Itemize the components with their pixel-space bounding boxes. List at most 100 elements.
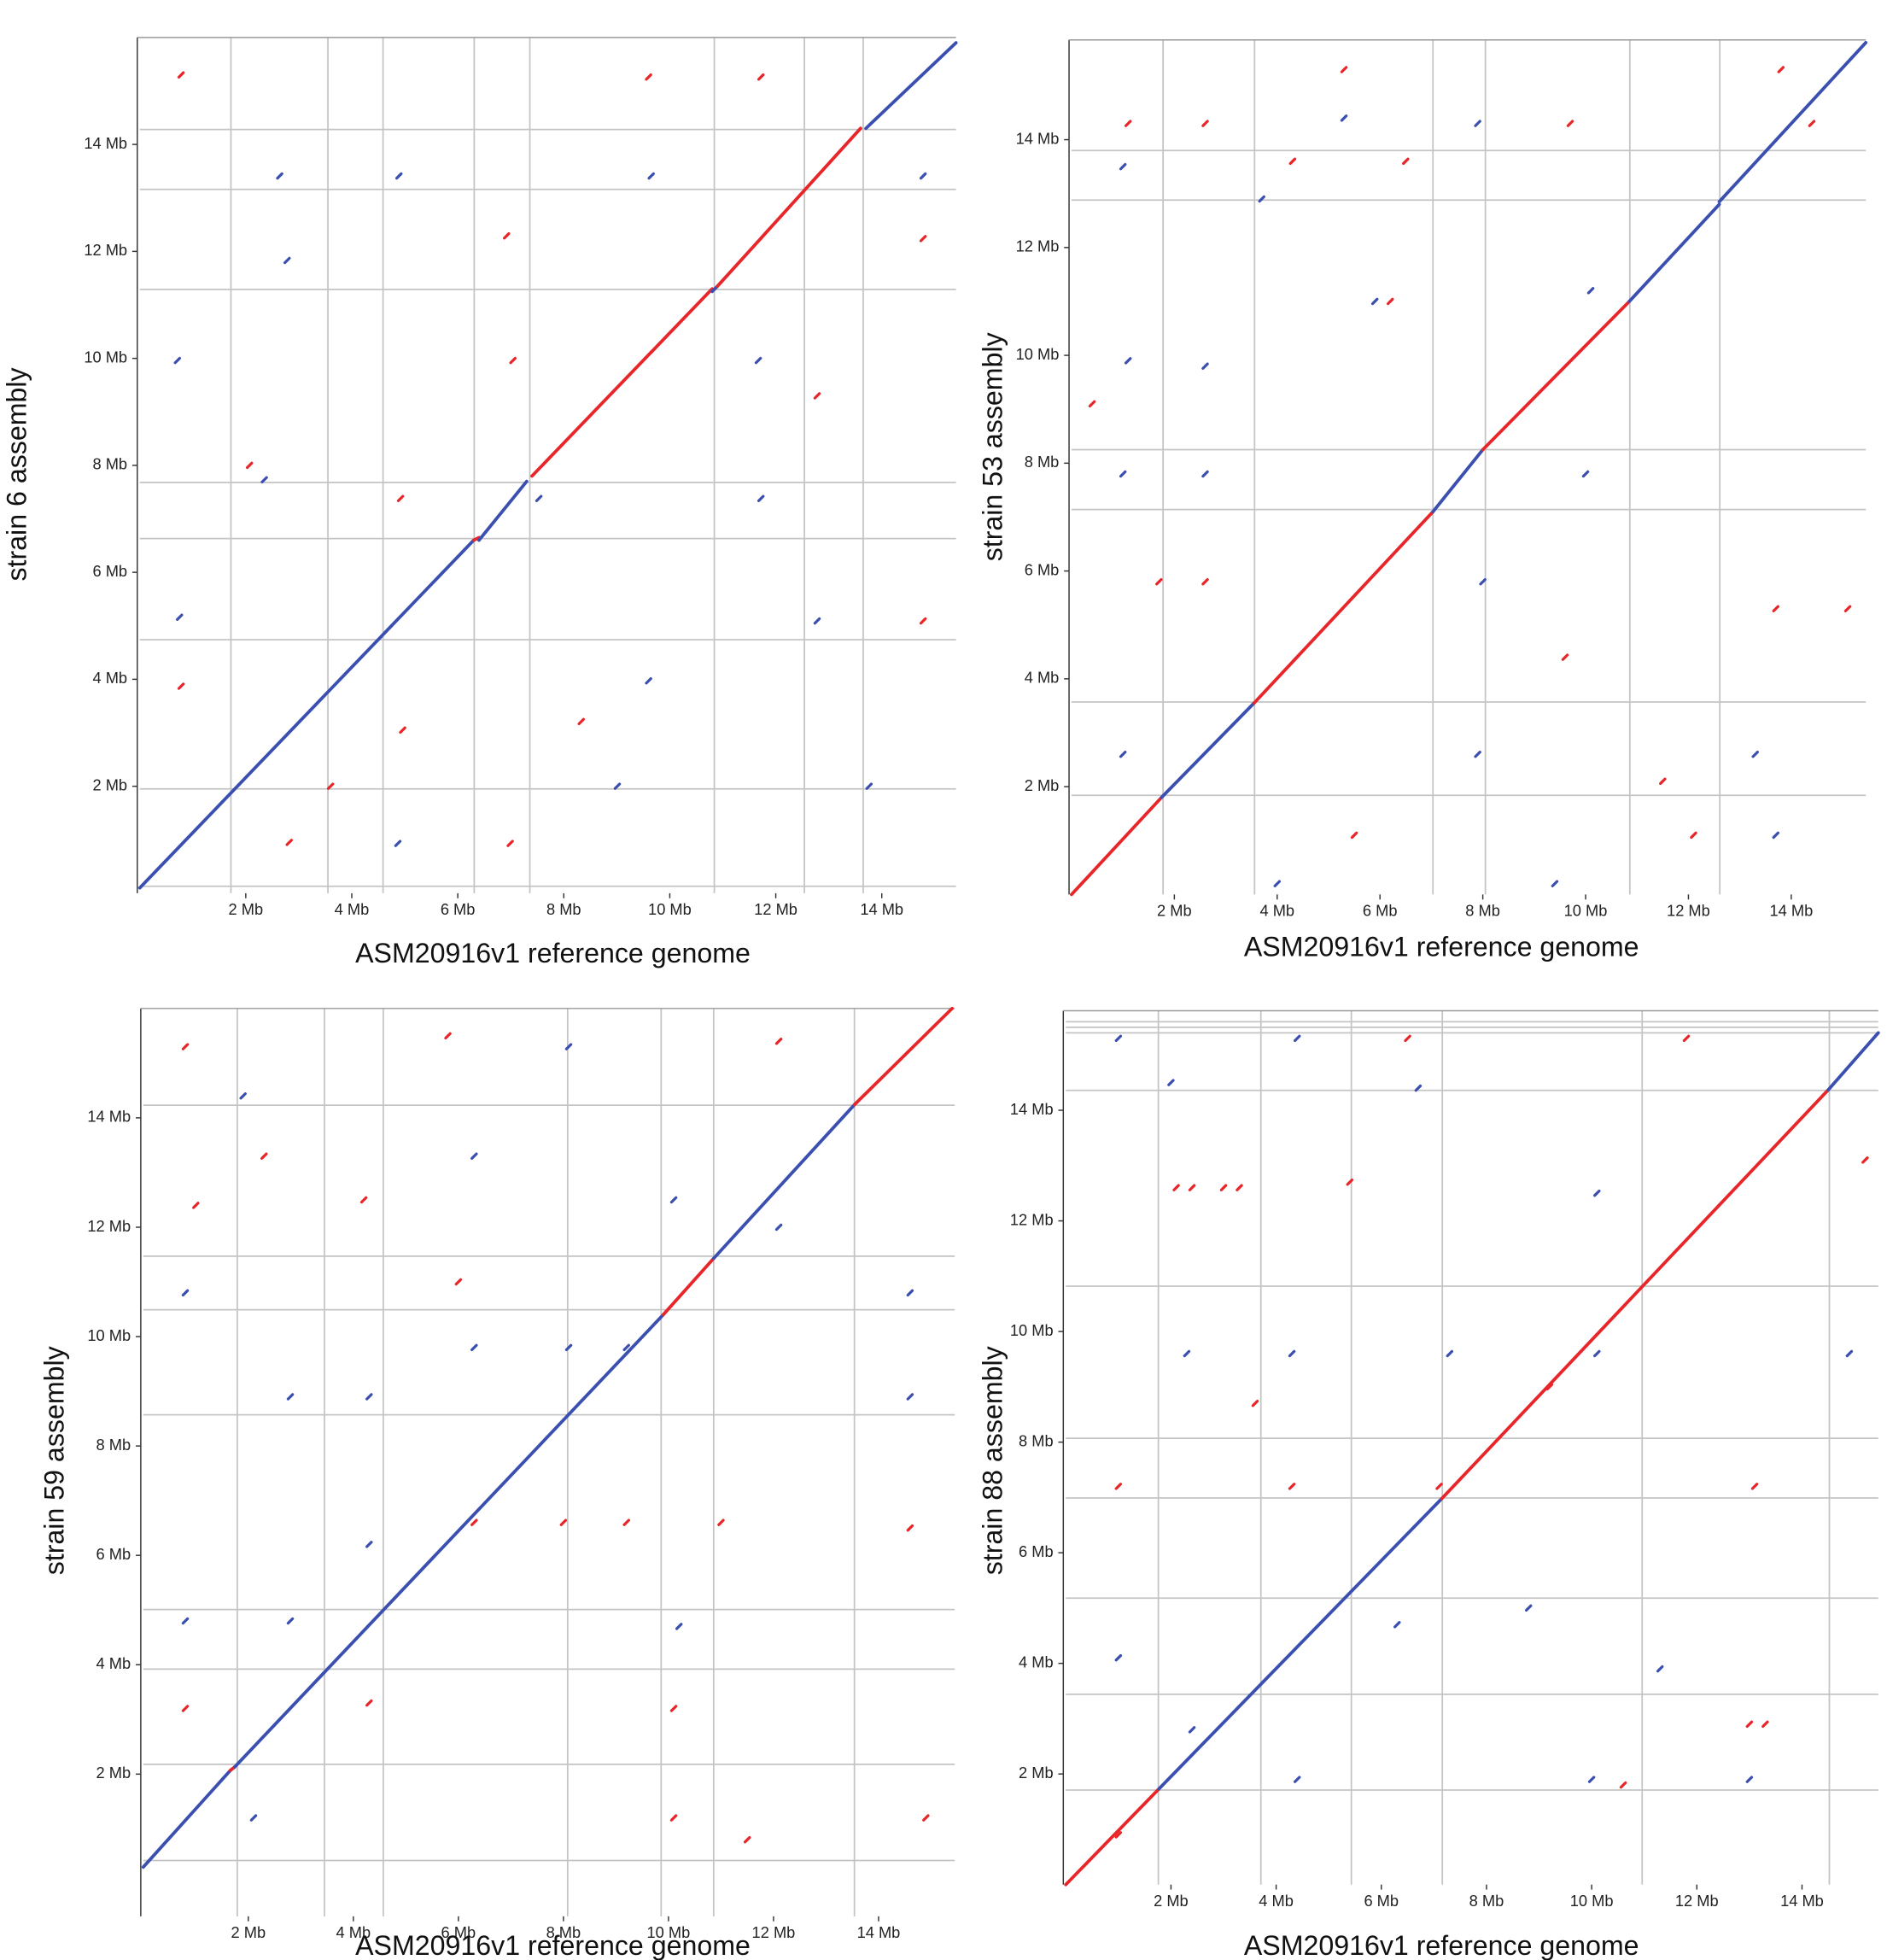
dot [1288,157,1297,166]
y-tick-label: 4 Mb [96,1654,131,1672]
dot [1293,1034,1301,1043]
dot [181,1705,190,1712]
x-tick-label: 8 Mb [1469,1892,1504,1910]
y-tick-label: 10 Mb [87,1326,131,1344]
dot [1593,1189,1601,1197]
y-axis-label: strain 53 assembly [977,332,1008,561]
x-tick-label: 10 Mb [648,900,692,918]
y-tick-label: 12 Mb [1010,1210,1054,1228]
y-axis-label: strain 88 assembly [977,1346,1008,1575]
dot [1682,1034,1691,1043]
plot-area [140,1008,955,1916]
x-tick-label: 8 Mb [546,900,581,918]
dot [645,677,652,685]
dot [192,1202,200,1209]
dot [559,1518,568,1527]
dot [365,1699,373,1707]
dot [503,231,511,240]
x-axis-label: ASM20916v1 reference genome [1244,931,1639,962]
dot [286,1393,295,1401]
dot [743,1835,751,1844]
dot [1114,1831,1123,1839]
dot [613,782,622,790]
dot [470,1343,478,1352]
dot [622,1343,630,1352]
dot [645,73,652,81]
dot [506,840,514,847]
dot [1114,1034,1123,1043]
dot [813,392,821,400]
dot [177,71,185,79]
dot [577,717,586,726]
dot [564,1343,573,1352]
dot [1772,831,1780,840]
dot [276,172,283,180]
x-tick-label: 6 Mb [441,900,476,918]
y-tick-label: 8 Mb [96,1436,131,1454]
alignment-segment [1826,1031,1880,1091]
x-tick-label: 12 Mb [1675,1892,1719,1910]
alignment-segment [716,126,862,288]
x-tick-label: 4 Mb [1259,902,1294,920]
dot [1404,1034,1411,1043]
dot [669,1814,678,1822]
dot [1581,470,1590,478]
dot [359,1196,368,1204]
dot [1751,750,1759,758]
dot [813,617,821,625]
x-tick-label: 10 Mb [647,1923,691,1941]
y-tick-label: 14 Mb [84,134,127,152]
alignment-segment [1717,41,1868,204]
alignment-segment [530,287,714,478]
dot [1561,653,1569,661]
x-tick-label: 8 Mb [546,1923,581,1941]
dot [1402,157,1410,166]
dot [647,172,655,180]
y-tick-label: 14 Mb [1010,1100,1054,1118]
y-tick-label: 6 Mb [96,1545,131,1563]
dot [365,1393,373,1401]
dot [1350,831,1358,840]
dot [1593,1349,1601,1358]
dot [1370,297,1379,306]
dot [260,1152,268,1160]
dot [1690,831,1697,840]
y-axis-label: strain 59 assembly [38,1346,69,1575]
x-tick-label: 12 Mb [754,900,797,918]
dot [173,356,182,365]
dot [757,73,765,81]
dot [754,356,762,365]
y-tick-label: 2 Mb [92,775,127,793]
x-tick-label: 14 Mb [1769,902,1813,920]
dot [757,494,765,502]
dot [245,461,254,470]
dot [181,1043,190,1050]
dot [919,172,927,180]
dot [509,356,517,365]
alignment-segment [1252,510,1435,705]
x-tick-label: 2 Mb [1154,1892,1189,1910]
dot [1346,1178,1354,1186]
dot [470,1518,478,1527]
x-tick-label: 2 Mb [229,900,264,918]
dot [1745,1776,1754,1783]
y-tick-label: 6 Mb [1019,1542,1054,1560]
alignment-segment [852,1006,954,1107]
dot [1479,577,1487,586]
y-axis-label: strain 6 assembly [1,367,32,581]
x-tick-label: 6 Mb [1363,902,1398,920]
dot [260,476,268,484]
x-tick-label: 6 Mb [1364,1892,1399,1910]
dot [1435,1483,1443,1490]
dot [564,1043,573,1050]
x-tick-label: 4 Mb [1259,1892,1294,1910]
x-tick-label: 14 Mb [857,1923,901,1941]
dot [1288,1483,1296,1490]
dot [1524,1604,1533,1612]
alignment-segment [1440,1088,1831,1501]
dot [1172,1184,1180,1191]
y-tick-label: 4 Mb [92,669,127,687]
dot [1777,66,1785,73]
